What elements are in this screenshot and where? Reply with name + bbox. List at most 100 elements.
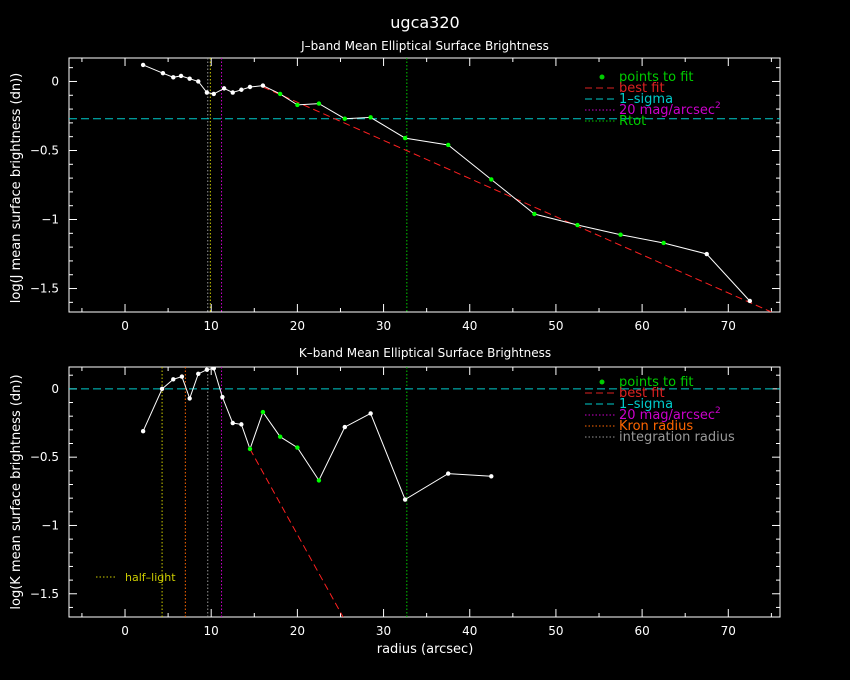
- x-tick-label: 70: [721, 319, 736, 333]
- bottom-y-axis-label: log(K mean surface brightness (dn)): [9, 374, 24, 609]
- y-tick-label: −1: [41, 518, 59, 532]
- fit-point: [295, 445, 300, 450]
- data-point: [187, 396, 192, 401]
- data-point: [489, 474, 494, 479]
- data-point: [171, 75, 176, 80]
- data-point: [368, 411, 373, 416]
- x-tick-label: 60: [634, 624, 649, 638]
- half-light-label: half–light: [125, 571, 176, 584]
- bottom-panel-title: K–band Mean Elliptical Surface Brightnes…: [299, 346, 551, 360]
- fit-point: [316, 478, 322, 483]
- fit-point: [277, 91, 283, 97]
- y-tick-label: −1: [41, 213, 59, 227]
- x-tick-label: 50: [548, 624, 563, 638]
- y-tick-label: −1.5: [30, 282, 59, 296]
- legend-superscript: 2: [715, 406, 721, 416]
- data-point: [220, 394, 225, 400]
- legend-label: Rtot: [619, 114, 646, 129]
- legend-label: 1–sigma: [619, 397, 673, 412]
- x-tick-label: 0: [121, 624, 129, 638]
- axes-frame: [68, 366, 781, 618]
- data-point: [747, 298, 753, 304]
- data-point: [260, 83, 266, 88]
- y-tick-label: −0.5: [30, 143, 59, 157]
- data-point: [204, 367, 210, 372]
- x-tick-label: 10: [204, 319, 219, 333]
- x-tick-label: 50: [548, 319, 563, 333]
- legend-label: integration radius: [619, 430, 735, 445]
- data-point: [211, 91, 216, 97]
- x-tick-label: 40: [462, 624, 477, 638]
- legend-label: Kron radius: [619, 419, 693, 434]
- data-point: [187, 76, 192, 81]
- data-point: [196, 371, 201, 377]
- axes-frame: [68, 57, 781, 313]
- fit-point: [316, 101, 322, 106]
- fit-point: [489, 177, 494, 182]
- legend-label: 20 mag/arcsec2: [619, 406, 721, 423]
- x-tick-label: 70: [721, 624, 736, 638]
- fit-point: [277, 434, 283, 439]
- data-point: [221, 86, 227, 91]
- top-panel-title: J–band Mean Elliptical Surface Brightnes…: [300, 39, 549, 53]
- x-tick-label: 0: [121, 319, 129, 333]
- fit-point: [368, 115, 373, 120]
- data-point: [446, 471, 451, 476]
- data-point: [239, 422, 244, 427]
- data-point: [402, 497, 408, 502]
- fit-point: [260, 409, 266, 415]
- data-point: [239, 87, 244, 92]
- data-point: [159, 386, 165, 392]
- x-tick-label: 30: [376, 319, 391, 333]
- data-point: [204, 90, 210, 95]
- data-point: [196, 79, 201, 84]
- bottom-panel: 0 10 20 30 40 50 60 70 0 −0.5 −1 −1.5 points to fitb…: [30, 366, 781, 638]
- fit-point: [402, 135, 408, 141]
- legend-marker: [599, 74, 605, 80]
- x-tick-label: 60: [634, 319, 649, 333]
- data-point: [230, 420, 235, 426]
- data-point: [247, 84, 253, 90]
- fit-point: [532, 211, 537, 217]
- x-tick-label: 20: [290, 624, 305, 638]
- legend-label: best fit: [619, 81, 665, 96]
- x-tick-label: 30: [376, 624, 391, 638]
- legend-superscript: 2: [715, 101, 721, 111]
- top-panel: 0 10 20 30 40 50 60 70 0 −0.5 −1 −1.5 points to fitb…: [30, 57, 781, 333]
- figure-title: ugca320: [390, 13, 459, 32]
- legend-marker: [599, 379, 605, 385]
- data-point: [140, 429, 146, 434]
- x-tick-label: 40: [462, 319, 477, 333]
- x-axis-label: radius (arcsec): [377, 642, 474, 657]
- fit-point: [247, 446, 253, 452]
- legend-label: 20 mag/arcsec2: [619, 101, 721, 118]
- fit-point: [342, 116, 347, 121]
- legend-label: points to fit: [619, 375, 694, 390]
- y-tick-label: −0.5: [30, 450, 59, 464]
- legend-label: points to fit: [619, 70, 694, 85]
- best-fit-line: [249, 448, 344, 617]
- y-tick-label: −1.5: [30, 587, 59, 601]
- fit-point: [661, 240, 666, 246]
- fit-point: [618, 232, 623, 237]
- data-point: [704, 251, 709, 257]
- fit-point: [575, 222, 580, 228]
- data-point: [342, 424, 347, 430]
- fit-point: [295, 102, 300, 108]
- y-tick-label: 0: [51, 74, 59, 88]
- data-point: [178, 73, 184, 79]
- top-y-axis-label: log(J mean surface brightness (dn)): [9, 73, 24, 303]
- data-point: [179, 374, 185, 379]
- x-tick-label: 10: [204, 624, 219, 638]
- x-tick-label: 20: [290, 319, 305, 333]
- data-point: [160, 70, 166, 76]
- data-point: [171, 377, 176, 382]
- legend-label: best fit: [619, 386, 665, 401]
- data-point: [140, 62, 146, 68]
- legend-label: 1–sigma: [619, 92, 673, 107]
- best-fit-line: [262, 86, 772, 312]
- fit-point: [446, 142, 451, 148]
- y-tick-label: 0: [51, 382, 59, 396]
